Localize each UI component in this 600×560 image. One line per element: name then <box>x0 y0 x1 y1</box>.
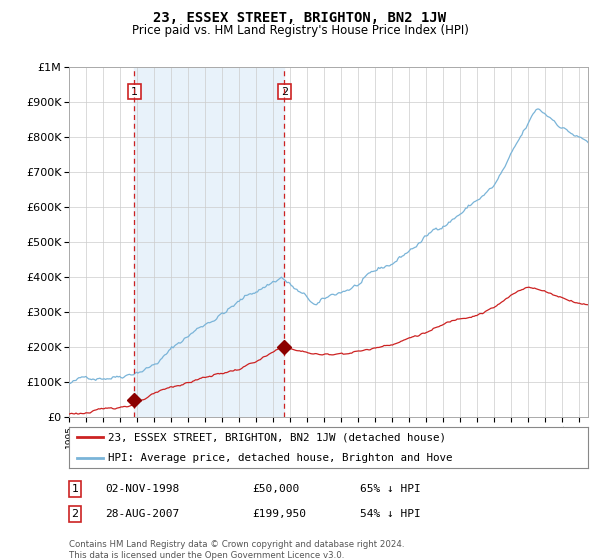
Text: 65% ↓ HPI: 65% ↓ HPI <box>360 484 421 494</box>
Text: £199,950: £199,950 <box>252 509 306 519</box>
Text: HPI: Average price, detached house, Brighton and Hove: HPI: Average price, detached house, Brig… <box>108 452 452 463</box>
Text: Contains HM Land Registry data © Crown copyright and database right 2024.
This d: Contains HM Land Registry data © Crown c… <box>69 540 404 560</box>
Text: 2: 2 <box>281 87 288 97</box>
Text: 1: 1 <box>131 87 138 97</box>
Bar <box>134 67 284 417</box>
Text: 28-AUG-2007: 28-AUG-2007 <box>105 509 179 519</box>
Text: 2: 2 <box>71 509 79 519</box>
Text: 54% ↓ HPI: 54% ↓ HPI <box>360 509 421 519</box>
Text: 23, ESSEX STREET, BRIGHTON, BN2 1JW: 23, ESSEX STREET, BRIGHTON, BN2 1JW <box>154 11 446 25</box>
Text: 1: 1 <box>71 484 79 494</box>
Text: Price paid vs. HM Land Registry's House Price Index (HPI): Price paid vs. HM Land Registry's House … <box>131 24 469 37</box>
Text: 02-NOV-1998: 02-NOV-1998 <box>105 484 179 494</box>
Text: 23, ESSEX STREET, BRIGHTON, BN2 1JW (detached house): 23, ESSEX STREET, BRIGHTON, BN2 1JW (det… <box>108 432 446 442</box>
Text: £50,000: £50,000 <box>252 484 299 494</box>
